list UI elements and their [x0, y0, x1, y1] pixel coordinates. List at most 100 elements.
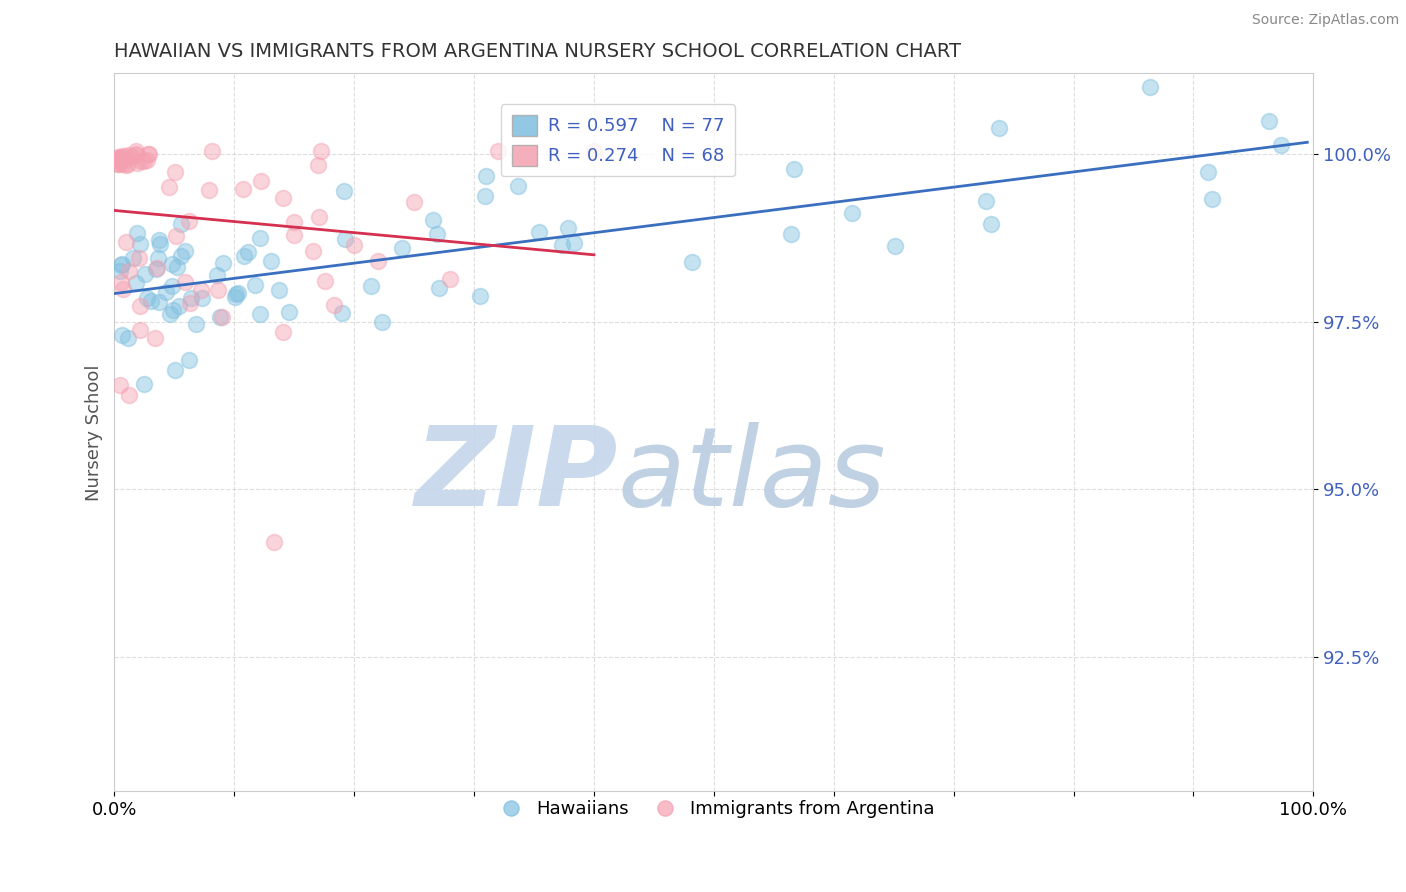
Point — [474, 189, 496, 203]
Point — [107, 151, 129, 165]
Point — [108, 153, 131, 168]
Point — [114, 235, 136, 249]
Point — [125, 144, 148, 158]
Point — [557, 221, 579, 235]
Point — [174, 244, 197, 258]
Point — [112, 282, 135, 296]
Point — [439, 272, 461, 286]
Point — [165, 228, 187, 243]
Point — [177, 214, 200, 228]
Point — [391, 241, 413, 255]
Point — [226, 286, 249, 301]
Point — [134, 268, 156, 282]
Point — [107, 155, 129, 169]
Point — [125, 277, 148, 291]
Point — [427, 280, 450, 294]
Point — [127, 226, 149, 240]
Point — [162, 303, 184, 318]
Point — [170, 249, 193, 263]
Point — [111, 149, 134, 163]
Point — [108, 378, 131, 392]
Point — [108, 153, 131, 167]
Point — [107, 157, 129, 171]
Point — [232, 182, 254, 196]
Point — [149, 237, 172, 252]
Point — [360, 279, 382, 293]
Point — [107, 150, 129, 164]
Point — [582, 144, 605, 158]
Point — [107, 157, 129, 171]
Point — [107, 152, 129, 166]
Text: HAWAIIAN VS IMMIGRANTS FROM ARGENTINA NURSERY SCHOOL CORRELATION CHART: HAWAIIAN VS IMMIGRANTS FROM ARGENTINA NU… — [114, 42, 962, 61]
Point — [111, 156, 134, 170]
Point — [271, 325, 294, 339]
Point — [307, 158, 329, 172]
Point — [190, 283, 212, 297]
Point — [309, 144, 332, 158]
Point — [486, 144, 509, 158]
Legend: Hawaiians, Immigrants from Argentina: Hawaiians, Immigrants from Argentina — [485, 793, 942, 825]
Point — [148, 234, 170, 248]
Point — [371, 315, 394, 329]
Point — [191, 292, 214, 306]
Point — [283, 227, 305, 242]
Point — [249, 230, 271, 244]
Point — [110, 275, 132, 289]
Point — [207, 283, 229, 297]
Point — [118, 148, 141, 162]
Point — [508, 178, 530, 193]
Point — [197, 183, 219, 197]
Point — [426, 227, 449, 241]
Point — [551, 238, 574, 252]
Point — [205, 268, 228, 282]
Point — [134, 377, 156, 392]
Point — [1201, 192, 1223, 206]
Point — [267, 284, 290, 298]
Point — [114, 153, 136, 168]
Point — [974, 194, 997, 209]
Text: atlas: atlas — [617, 422, 887, 529]
Point — [122, 251, 145, 265]
Point — [224, 290, 246, 304]
Point — [330, 306, 353, 320]
Point — [110, 151, 132, 165]
Point — [180, 291, 202, 305]
Point — [148, 295, 170, 310]
Point — [129, 299, 152, 313]
Point — [422, 213, 444, 227]
Point — [988, 120, 1011, 135]
Point — [136, 153, 159, 168]
Point — [125, 148, 148, 162]
Point — [283, 215, 305, 229]
Point — [527, 225, 550, 239]
Point — [139, 294, 162, 309]
Point — [120, 149, 142, 163]
Point — [138, 147, 160, 161]
Point — [322, 298, 344, 312]
Point — [212, 256, 235, 270]
Point — [167, 299, 190, 313]
Point — [201, 144, 224, 158]
Point — [117, 156, 139, 170]
Point — [118, 263, 141, 277]
Point — [114, 149, 136, 163]
Point — [128, 323, 150, 337]
Point — [110, 263, 132, 277]
Point — [145, 262, 167, 277]
Point — [1258, 114, 1281, 128]
Point — [160, 279, 183, 293]
Point — [117, 388, 139, 402]
Point — [333, 232, 356, 246]
Point — [1270, 138, 1292, 153]
Point — [333, 185, 356, 199]
Point — [110, 258, 132, 272]
Point — [779, 227, 801, 242]
Point — [163, 165, 186, 179]
Point — [277, 305, 299, 319]
Point — [177, 352, 200, 367]
Point — [1139, 79, 1161, 94]
Point — [211, 310, 233, 324]
Point — [163, 362, 186, 376]
Point — [155, 285, 177, 299]
Point — [783, 162, 806, 177]
